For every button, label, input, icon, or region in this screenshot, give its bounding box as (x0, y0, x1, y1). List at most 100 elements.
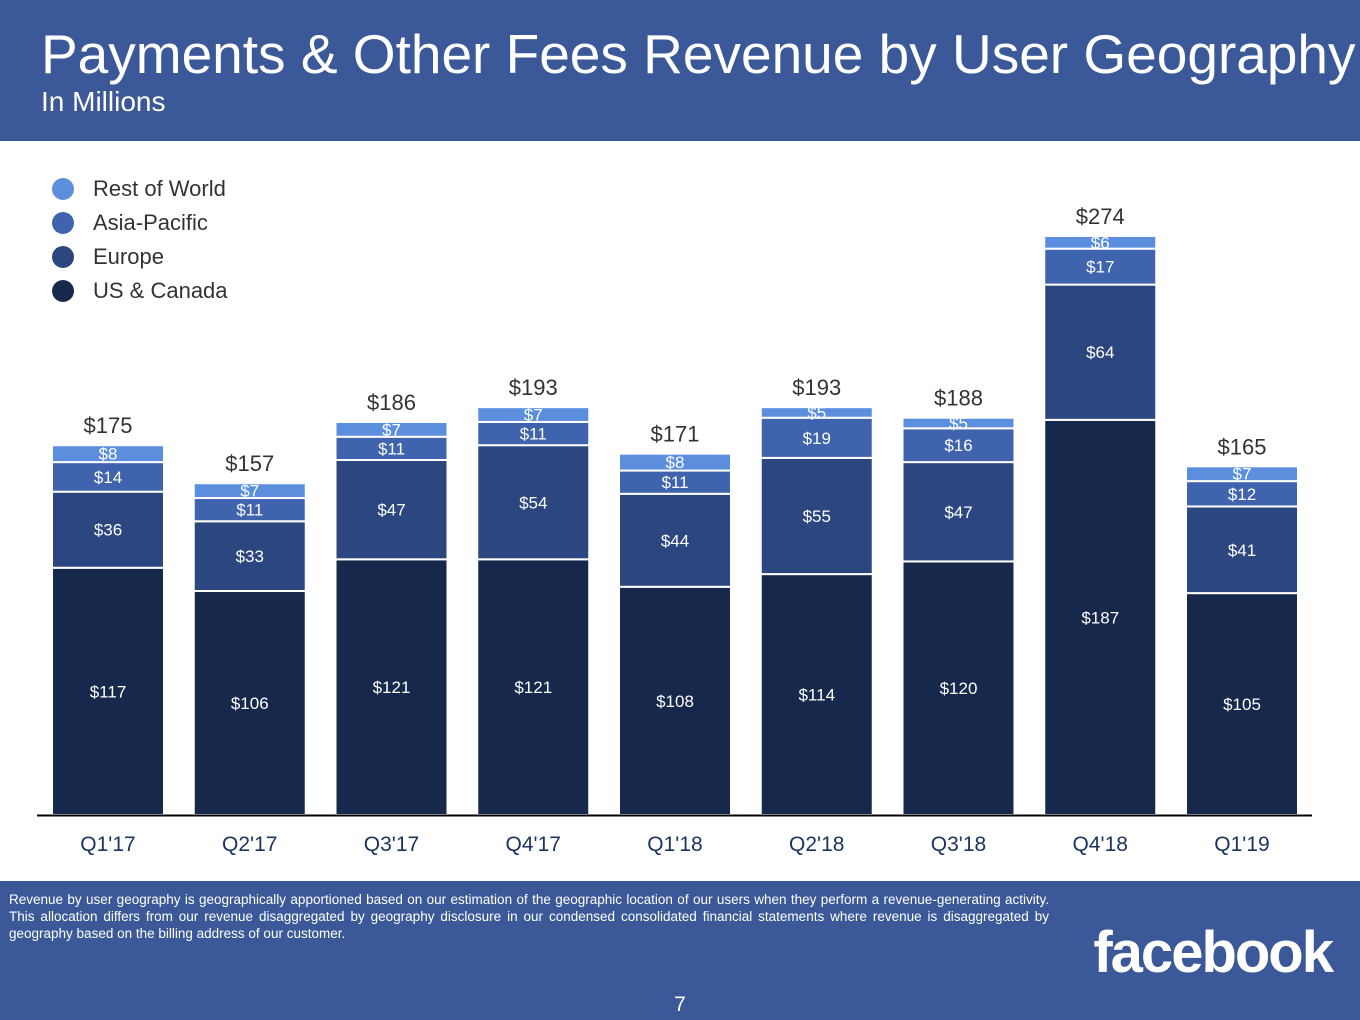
bar-segment-rest-of-world (51, 444, 165, 464)
legend-swatch (52, 246, 74, 268)
bar-segment-europe (476, 444, 591, 561)
bar-segment-europe (192, 520, 307, 593)
facebook-logo: facebook (1093, 920, 1334, 985)
total-label: $165 (1218, 434, 1267, 459)
total-label: $186 (367, 390, 416, 415)
data-label: $5 (807, 403, 826, 422)
bar-segment-us-canada (1185, 592, 1299, 816)
data-label: $33 (236, 547, 264, 566)
data-label: $47 (944, 503, 972, 522)
data-label: $16 (944, 436, 972, 455)
data-label: $17 (1086, 258, 1114, 277)
legend-label: Rest of World (93, 176, 226, 201)
legend-label: Europe (93, 244, 164, 269)
total-label: $157 (225, 451, 274, 476)
data-label: $36 (94, 521, 122, 540)
data-label: $11 (236, 501, 263, 520)
x-tick-label: Q1'19 (1214, 833, 1269, 856)
bar-segment-rest-of-world (192, 482, 307, 500)
bar-segment-asia-pacific (1185, 480, 1299, 508)
data-label: $108 (656, 692, 694, 711)
data-label: $121 (373, 678, 411, 697)
data-label: $64 (1086, 343, 1114, 362)
x-tick-label: Q3'18 (931, 833, 986, 856)
total-label: $171 (651, 422, 700, 447)
data-label: $7 (1233, 465, 1252, 484)
data-label: $8 (666, 453, 685, 472)
data-label: $6 (1091, 233, 1110, 252)
data-label: $106 (231, 694, 269, 713)
chart-legend: Rest of World Asia-Pacific Europe US & Cana… (52, 172, 228, 308)
total-label: $175 (84, 413, 133, 438)
data-label: $55 (803, 507, 831, 526)
bar-segment-rest-of-world (618, 452, 732, 472)
data-label: $120 (940, 679, 978, 698)
data-label: $7 (382, 420, 401, 439)
legend-item-rest-of-world: Rest of World (52, 172, 228, 206)
bar-segment-asia-pacific (1043, 247, 1158, 286)
bar-segment-us-canada (334, 558, 449, 817)
x-tick-label: Q4'18 (1073, 833, 1128, 856)
page-title: Payments & Other Fees Revenue by User Ge… (41, 23, 1356, 85)
legend-swatch (52, 212, 74, 234)
data-label: $11 (661, 473, 688, 492)
data-label: $12 (1228, 485, 1256, 504)
total-label: $188 (934, 386, 983, 411)
page-number: 7 (674, 993, 686, 1016)
x-tick-label: Q2'18 (789, 833, 844, 856)
bar-segment-europe (51, 490, 165, 569)
slide-footer: Revenue by user geography is geographica… (0, 881, 1360, 1020)
legend-item-asia-pacific: Asia-Pacific (52, 206, 228, 240)
bar-segment-rest-of-world (476, 406, 591, 423)
bar-segment-us-canada (618, 585, 732, 816)
data-label: $5 (949, 414, 968, 433)
total-label: $193 (792, 375, 841, 400)
data-label: $7 (240, 482, 259, 501)
data-label: $14 (94, 468, 122, 487)
bar-segment-us-canada (476, 558, 591, 817)
bar-segment-us-canada (901, 560, 1016, 816)
legend-item-europe: Europe (52, 240, 228, 274)
bar-segment-europe (1043, 283, 1158, 421)
data-label: $11 (520, 425, 547, 444)
data-label: $187 (1081, 608, 1119, 627)
bar-segment-europe (334, 458, 449, 561)
slide-header: Payments & Other Fees Revenue by User Ge… (0, 0, 1360, 141)
legend-swatch (52, 178, 74, 200)
x-tick-label: Q3'17 (364, 833, 419, 856)
data-label: $44 (661, 531, 689, 550)
stacked-bar-chart: $117$36$14$8$175Q1'17$106$33$11$7$157Q2'… (37, 204, 1312, 856)
data-label: $105 (1223, 695, 1261, 714)
legend-label: US & Canada (93, 278, 228, 303)
data-label: $117 (90, 682, 127, 701)
data-label: $8 (99, 445, 118, 464)
bar-segment-us-canada (1043, 418, 1158, 816)
page-subtitle: In Millions (41, 86, 166, 117)
total-label: $193 (509, 375, 558, 400)
legend-label: Asia-Pacific (93, 210, 208, 235)
total-label: $274 (1076, 204, 1125, 229)
data-label: $7 (524, 406, 543, 425)
data-label: $11 (378, 439, 405, 458)
data-label: $54 (519, 493, 547, 512)
legend-swatch (52, 280, 74, 302)
data-label: $19 (803, 429, 831, 448)
x-tick-label: Q4'17 (506, 833, 561, 856)
bar-segment-europe (1185, 505, 1299, 595)
footnote: Revenue by user geography is geographica… (9, 892, 1049, 941)
x-tick-label: Q1'17 (80, 833, 135, 856)
data-label: $47 (377, 501, 405, 520)
bar-segment-rest-of-world (1043, 235, 1158, 250)
data-label: $41 (1228, 541, 1256, 560)
bar-segment-rest-of-world (1185, 465, 1299, 483)
bar-segment-europe (618, 492, 732, 588)
data-label: $121 (514, 678, 552, 697)
data-label: $114 (798, 686, 835, 705)
bar-segment-europe (901, 461, 1016, 563)
bar-segment-rest-of-world (759, 406, 874, 419)
x-tick-label: Q2'17 (222, 833, 277, 856)
x-tick-label: Q1'18 (647, 833, 702, 856)
bar-segment-rest-of-world (901, 416, 1016, 430)
legend-item-us-canada: US & Canada (52, 274, 228, 308)
bar-segment-us-canada (51, 566, 165, 816)
